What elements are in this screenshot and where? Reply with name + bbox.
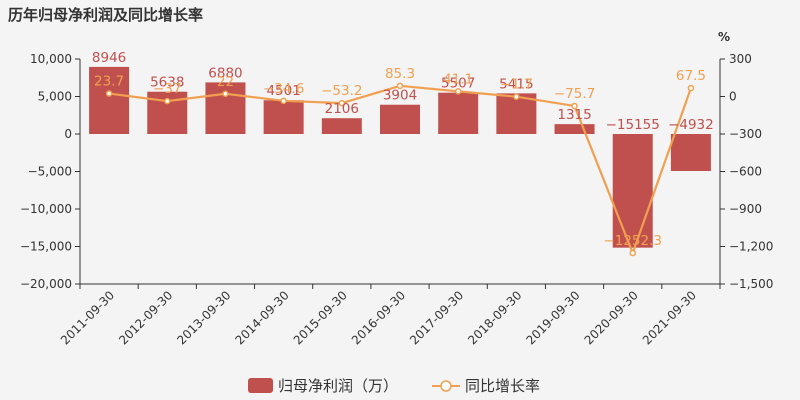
legend-bar-swatch [248, 378, 273, 393]
y-right-tick-label: −600 [729, 165, 762, 179]
y-right-tick-label: −900 [729, 202, 762, 216]
x-tick-label: 2013-09-30 [174, 288, 233, 347]
x-tick-label: 2019-09-30 [523, 288, 582, 347]
growth-point [687, 84, 695, 92]
line-data-label: 41.1 [443, 71, 473, 87]
chart-title: 历年归母净利润及同比增长率 [8, 6, 204, 24]
bar [89, 66, 130, 134]
bar [554, 124, 595, 134]
bar [670, 134, 711, 171]
y-left-tick-label: −5,000 [28, 165, 72, 179]
y-right-unit-label: % [718, 30, 730, 44]
x-tick-label: 2015-09-30 [291, 288, 350, 347]
bar-data-label: −4932 [668, 117, 714, 133]
x-tick-label: 2014-09-30 [233, 288, 292, 347]
y-left-tick-label: −20,000 [20, 277, 72, 291]
bar-data-label: 2106 [325, 101, 359, 117]
bar-data-label: 1315 [557, 107, 591, 123]
growth-point [164, 97, 171, 105]
bar [496, 93, 537, 134]
y-right-tick-label: 0 [729, 90, 737, 104]
line-data-label: −53.2 [321, 83, 362, 99]
growth-point [513, 93, 520, 100]
x-tick-label: 2016-09-30 [349, 288, 408, 347]
line-data-label: 67.5 [676, 68, 706, 84]
y-right-tick-label: −1,500 [729, 277, 773, 291]
x-tick-label: 2021-09-30 [640, 288, 699, 347]
growth-point [105, 90, 113, 97]
x-tick-label: 2018-09-30 [465, 288, 524, 347]
legend-line-marker [440, 380, 452, 392]
legend-line-label: 同比增长率 [465, 377, 540, 395]
y-right-tick-label: −1,200 [729, 240, 773, 254]
bar [438, 92, 479, 134]
bar-data-label: 5507 [441, 76, 475, 92]
line-data-label: 85.3 [385, 66, 415, 82]
growth-point [222, 90, 229, 97]
line-data-label: −1.7 [500, 77, 533, 93]
y-left-tick-label: 5,000 [38, 90, 72, 104]
y-right-tick-label: −300 [729, 127, 762, 141]
x-tick-label: 2020-09-30 [582, 288, 641, 347]
line-data-label: −34.6 [263, 81, 304, 97]
bar-data-label: 8946 [92, 50, 126, 66]
bar [205, 82, 246, 134]
bar-data-label: 5415 [499, 76, 533, 92]
bar [612, 134, 653, 248]
bar-data-label: 5638 [150, 75, 184, 91]
bar-data-label: 6880 [208, 65, 242, 81]
bar-data-label: 3904 [383, 88, 417, 104]
bar-data-label: −15155 [606, 117, 660, 133]
x-tick-label: 2011-09-30 [58, 288, 117, 347]
line-data-label: −1252.3 [603, 233, 662, 249]
y-right-tick-label: 300 [729, 52, 752, 66]
bar-data-label: 4501 [266, 83, 300, 99]
line-data-label: 22 [217, 74, 234, 90]
line-data-label: −75.7 [554, 86, 595, 102]
x-tick-label: 2012-09-30 [116, 288, 175, 347]
growth-point [396, 82, 404, 90]
growth-point [571, 102, 578, 110]
bar [321, 118, 362, 134]
growth-point [338, 99, 346, 107]
legend-bar-label: 归母净利润（万） [278, 377, 398, 395]
y-left-tick-label: −15,000 [20, 240, 72, 254]
y-left-tick-label: −10,000 [20, 202, 72, 216]
growth-point [454, 88, 462, 95]
x-tick-label: 2017-09-30 [407, 288, 466, 347]
line-data-label: −37 [153, 81, 182, 97]
y-left-tick-label: 0 [64, 127, 72, 141]
line-data-label: 23.7 [94, 74, 124, 90]
growth-point [280, 97, 287, 105]
bar [380, 104, 420, 134]
growth-point [629, 249, 636, 257]
bar [263, 100, 304, 134]
y-left-tick-label: 10,000 [30, 52, 72, 66]
